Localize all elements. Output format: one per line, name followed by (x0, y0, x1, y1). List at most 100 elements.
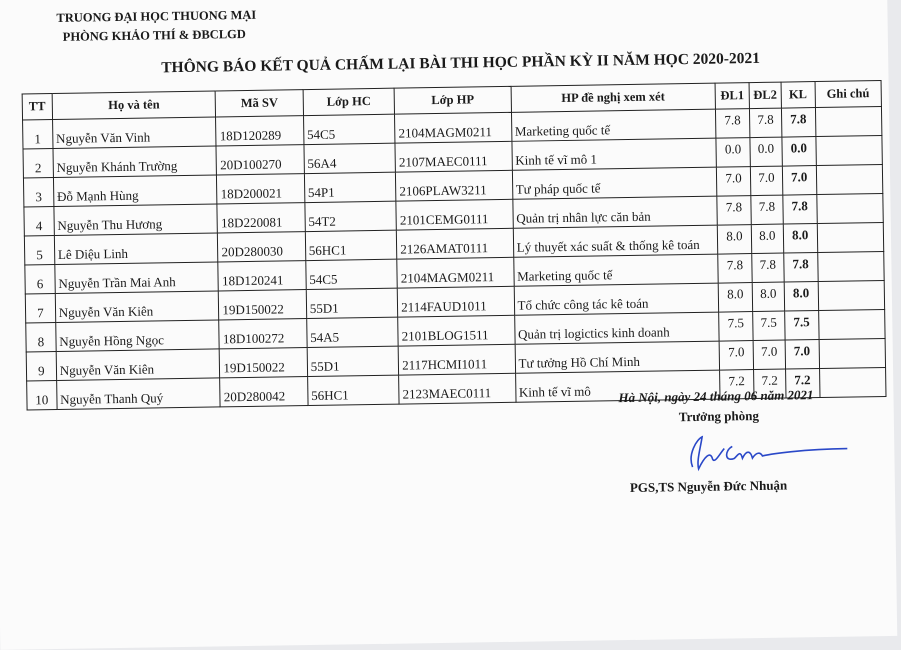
student-name: Nguyễn Thu Hương (53, 203, 218, 236)
course-name: Marketing quốc tế (511, 109, 716, 142)
course-name: Marketing quốc tế (513, 254, 719, 287)
course-class: 2101BLOG1511 (397, 315, 515, 347)
row-number: 6 (24, 264, 56, 294)
course-class: 2106PLAW3211 (395, 170, 513, 202)
signer-name: PGS,TS Nguyễn Đức Nhuận (629, 477, 788, 496)
student-name: Nguyễn Văn Vinh (52, 116, 217, 149)
student-name: Lê Diệu Linh (54, 232, 219, 265)
student-name: Nguyễn Thanh Quý (56, 377, 221, 410)
admin-class: 54T2 (304, 201, 397, 232)
course-class: 2104MAGM0211 (394, 112, 512, 144)
university-name: TRUONG ĐẠI HỌC THUONG MẠI (56, 7, 257, 25)
course-name: Tư tưởng Hồ Chí Minh (514, 341, 720, 374)
position-title: Trưởng phòng (678, 407, 760, 425)
course-name: Kinh tế vĩ mô 1 (511, 138, 717, 171)
final-score: 8.0 (783, 223, 818, 254)
score-1: 7.0 (719, 340, 754, 371)
admin-class: 55D1 (305, 288, 398, 319)
note (814, 106, 882, 137)
score-1: 8.0 (717, 224, 752, 255)
final-score: 7.8 (783, 252, 818, 283)
score-2: 8.0 (751, 224, 784, 254)
note (815, 135, 883, 166)
final-score: 7.0 (784, 339, 820, 370)
student-id: 19D150022 (218, 289, 307, 320)
score-1: 7.5 (718, 311, 754, 342)
row-number: 8 (25, 322, 56, 352)
score-2: 0.0 (749, 137, 783, 167)
document-title: THÔNG BÁO KẾT QUẢ CHẤM LẠI BÀI THI HỌC P… (161, 49, 761, 77)
course-class: 2101CEMG0111 (396, 199, 513, 231)
row-number: 2 (23, 148, 54, 178)
final-score: 7.5 (784, 310, 819, 341)
course-name: Lý thuyết xác suất & thống kê toán (512, 225, 718, 258)
admin-class: 54P1 (304, 172, 397, 203)
student-id: 18D220081 (217, 202, 306, 233)
student-name: Nguyễn Văn Kiên (55, 348, 221, 381)
score-2: 7.5 (752, 311, 785, 341)
student-id: 18D120289 (215, 115, 304, 146)
course-name: Quản trị logictics kinh doanh (514, 312, 720, 345)
note (817, 280, 885, 311)
course-class: 2117HCMI1011 (398, 344, 516, 376)
course-name: Tư pháp quốc tế (511, 167, 717, 200)
note (816, 222, 884, 253)
final-score: 8.0 (784, 281, 819, 312)
column-header: HP đề nghị xem xét (510, 83, 716, 113)
column-header: Lớp HC (302, 88, 395, 116)
final-score: 7.8 (781, 107, 816, 138)
department-name: PHÒNG KHẢO THÍ & ĐBCLGD (62, 26, 246, 44)
column-header: TT (22, 93, 53, 121)
signature-image (690, 435, 848, 472)
course-class: 2126AMAT0111 (396, 228, 514, 260)
score-1: 8.0 (718, 282, 753, 313)
student-id: 20D100270 (216, 144, 305, 175)
student-id: 18D200021 (216, 173, 305, 204)
course-class: 2123MAEC0111 (398, 373, 516, 405)
admin-class: 55D1 (306, 346, 399, 377)
column-header: Ghi chú (814, 80, 882, 108)
student-id: 19D150022 (219, 347, 308, 378)
row-number: 10 (26, 380, 57, 410)
admin-class: 56HC1 (307, 375, 400, 406)
note (816, 193, 884, 224)
note (818, 338, 886, 369)
row-number: 1 (22, 119, 53, 150)
student-name: Đỗ Mạnh Hùng (53, 174, 218, 207)
score-1: 7.0 (716, 166, 751, 197)
column-header: ĐL1 (715, 82, 750, 110)
admin-class: 54C5 (305, 259, 398, 290)
note (815, 164, 883, 195)
student-id: 20D280030 (217, 231, 306, 262)
row-number: 7 (25, 293, 56, 323)
score-2: 8.0 (752, 282, 785, 312)
row-number: 3 (23, 177, 54, 207)
note (817, 251, 885, 282)
course-name: Quản trị nhân lực căn bản (512, 196, 718, 229)
place-date: Hà Nội, ngày 24 tháng 06 năm 2021 (618, 387, 814, 406)
final-score: 7.0 (782, 165, 817, 196)
results-table: TT Họ và tên Mã SV Lớp HC Lớp HP HP đề nghị x… (22, 80, 887, 410)
score-2: 7.0 (750, 166, 783, 196)
student-name: Nguyễn Hồng Ngọc (55, 319, 220, 352)
final-score: 7.8 (782, 194, 817, 225)
student-id: 18D120241 (218, 260, 306, 291)
course-name: Tổ chức công tác kê toán (513, 283, 719, 316)
student-name: Nguyễn Trần Mai Anh (54, 261, 219, 294)
course-class: 2107MAEC0111 (395, 141, 512, 173)
note (819, 367, 886, 398)
score-2: 7.8 (750, 195, 784, 225)
student-name: Nguyễn Văn Kiên (55, 290, 220, 323)
final-score: 0.0 (781, 136, 816, 167)
course-class: 2114FAUD1011 (397, 286, 515, 318)
score-1: 7.8 (717, 253, 753, 284)
column-header: KL (780, 81, 815, 109)
course-class: 2104MAGM0211 (396, 257, 514, 289)
column-header: ĐL2 (748, 82, 782, 109)
student-id: 20D280042 (220, 376, 308, 407)
note (818, 309, 886, 340)
admin-class: 56A4 (303, 143, 396, 174)
student-name: Nguyễn Khánh Trường (52, 145, 217, 178)
admin-class: 54A5 (306, 317, 399, 348)
